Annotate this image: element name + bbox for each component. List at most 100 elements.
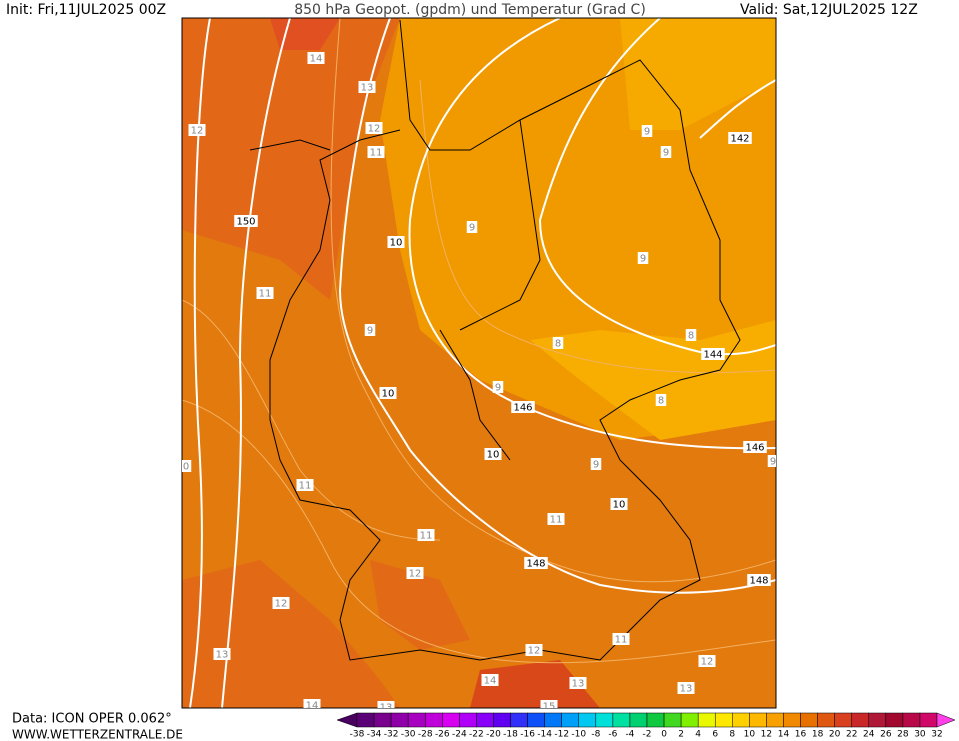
label-box	[525, 644, 543, 656]
temperature-label: 12	[275, 599, 288, 610]
label-box	[641, 125, 653, 137]
label-box	[365, 122, 383, 134]
label-box	[296, 479, 314, 491]
scale-box	[595, 712, 614, 728]
temperature-label: 11	[615, 635, 628, 646]
scale-box	[800, 712, 818, 728]
scale-box	[868, 712, 887, 728]
label-box	[379, 387, 397, 399]
scale-box	[766, 712, 784, 728]
scale-box	[629, 712, 648, 728]
label-box	[272, 597, 290, 609]
scale-label: 12	[761, 730, 772, 740]
label-box	[367, 146, 385, 158]
temperature-label: 11	[299, 481, 312, 492]
scale-label: -24	[452, 730, 467, 740]
scale-label: 14	[778, 730, 790, 740]
label-box	[637, 252, 649, 264]
temperature-label: 13	[380, 703, 393, 714]
scale-box	[493, 712, 511, 728]
label-box	[767, 455, 776, 467]
temperature-label: 14	[484, 676, 497, 687]
temperature-label: 15	[543, 702, 556, 713]
data-source: Data: ICON OPER 0.062°	[12, 712, 172, 727]
label-box	[552, 337, 564, 349]
temperature-label: 14	[310, 54, 323, 65]
scale-box	[390, 712, 409, 728]
scale-label: -32	[384, 730, 399, 740]
temperature-label: 11	[550, 515, 563, 526]
label-box	[655, 394, 667, 406]
geopotential-label: 148	[526, 559, 545, 570]
scale-label: 22	[846, 730, 857, 740]
scale-box	[407, 712, 426, 728]
scale-label: -34	[367, 730, 382, 740]
label-box	[660, 146, 672, 158]
label-box	[685, 329, 697, 341]
label-box	[728, 132, 752, 144]
isotherms	[182, 18, 776, 664]
temperature-label: 8	[688, 331, 694, 342]
scale-label: -22	[469, 730, 484, 740]
scale-box	[476, 712, 494, 728]
temperature-label: 12	[528, 646, 541, 657]
label-box	[364, 324, 376, 336]
scale-label: 20	[829, 730, 841, 740]
scale-arrow-right	[936, 712, 956, 728]
label-box	[377, 701, 395, 708]
scale-box	[749, 712, 767, 728]
geopotential-isolines	[189, 18, 776, 708]
label-box	[590, 458, 602, 470]
scale-label: -16	[520, 730, 535, 740]
scale-label: 10	[744, 730, 756, 740]
scale-label: 6	[712, 730, 718, 740]
temperature-label: 12	[368, 124, 381, 135]
borders	[249, 19, 741, 661]
scale-label: 16	[795, 730, 807, 740]
scale-label: -12	[554, 730, 569, 740]
hot-region	[470, 660, 600, 708]
geopotential-label: 148	[749, 576, 768, 587]
scale-box	[510, 712, 528, 728]
label-box	[677, 682, 695, 694]
init-time: Init: Fri,11JUL2025 00Z	[6, 2, 166, 18]
scale-box	[442, 712, 460, 728]
geopotential-label: 146	[513, 403, 532, 414]
label-box	[417, 529, 435, 541]
scale-box	[732, 712, 750, 728]
temperature-label: 9	[640, 254, 646, 265]
label-box	[569, 677, 587, 689]
temperature-label: 13	[572, 679, 585, 690]
label-box	[188, 124, 206, 136]
temperature-label: 9	[770, 457, 776, 468]
temperature-label: 11	[420, 531, 433, 542]
scale-box	[834, 712, 852, 728]
scale-label: 24	[863, 730, 875, 740]
scale-label: 0	[661, 730, 667, 740]
label-box	[484, 448, 502, 460]
scale-box	[817, 712, 835, 728]
temperature-label: 10	[382, 389, 395, 400]
scale-label: -20	[486, 730, 501, 740]
label-box	[511, 401, 535, 413]
scale-box	[851, 712, 870, 728]
scale-label: -2	[643, 730, 652, 740]
geopotential-label: 146	[745, 443, 764, 454]
label-box	[540, 700, 558, 708]
website: WWW.WETTERZENTRALE.DE	[12, 728, 183, 741]
warm-region	[182, 18, 400, 300]
temperature-label: 9	[367, 326, 373, 337]
warm-region	[182, 560, 400, 708]
label-box	[406, 567, 424, 579]
temperature-label: 10	[487, 450, 500, 461]
scale-label: -28	[418, 730, 433, 740]
scale-box	[680, 712, 699, 728]
label-box	[234, 215, 258, 227]
temperature-label: 12	[191, 126, 204, 137]
scale-label: -26	[435, 730, 450, 740]
scale-box	[919, 712, 938, 728]
temperature-label: 9	[469, 223, 475, 234]
scale-label: 18	[812, 730, 824, 740]
label-box	[610, 498, 628, 510]
temperature-label: 8	[555, 339, 561, 350]
